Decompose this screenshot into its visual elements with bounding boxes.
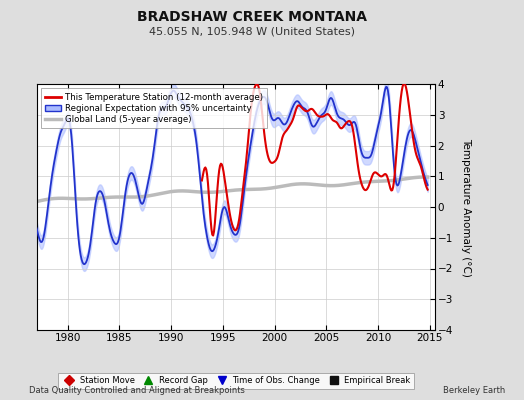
Text: BRADSHAW CREEK MONTANA: BRADSHAW CREEK MONTANA bbox=[137, 10, 366, 24]
Legend: Station Move, Record Gap, Time of Obs. Change, Empirical Break: Station Move, Record Gap, Time of Obs. C… bbox=[58, 373, 414, 388]
Y-axis label: Temperature Anomaly (°C): Temperature Anomaly (°C) bbox=[462, 138, 472, 276]
Text: 45.055 N, 105.948 W (United States): 45.055 N, 105.948 W (United States) bbox=[148, 26, 355, 36]
Text: Data Quality Controlled and Aligned at Breakpoints: Data Quality Controlled and Aligned at B… bbox=[29, 386, 245, 395]
Text: Berkeley Earth: Berkeley Earth bbox=[443, 386, 506, 395]
